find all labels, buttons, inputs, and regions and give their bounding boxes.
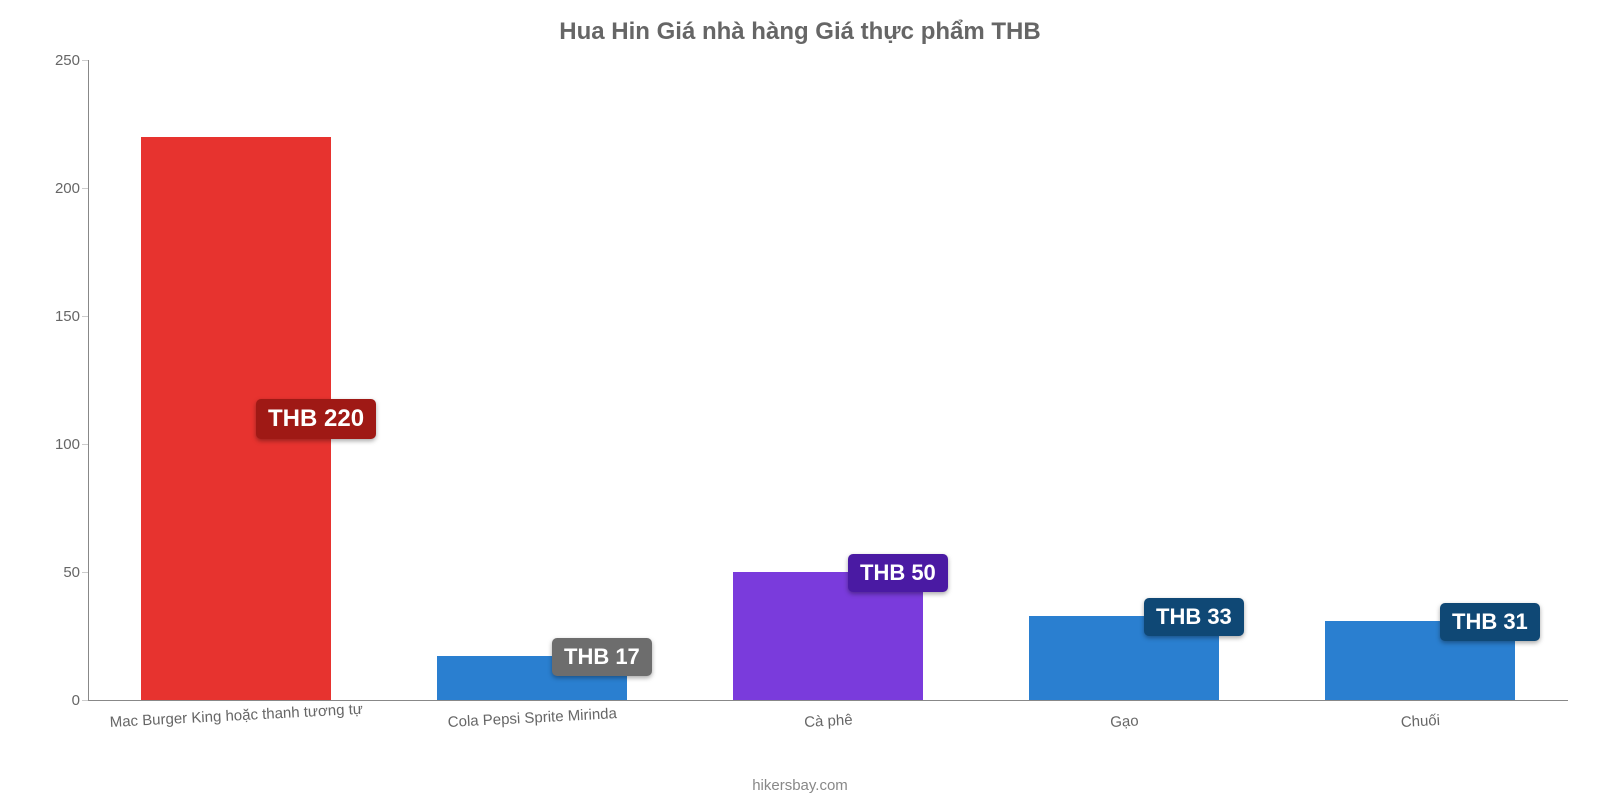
- attribution-text: hikersbay.com: [752, 777, 848, 794]
- x-axis-label: Cà phê: [804, 711, 853, 731]
- y-tick-label: 50: [38, 564, 80, 581]
- chart-title: Hua Hin Giá nhà hàng Giá thực phẩm THB: [20, 0, 1580, 46]
- value-badge: THB 220: [256, 399, 376, 439]
- x-axis-line: [88, 700, 1568, 701]
- value-badge: THB 50: [848, 554, 948, 592]
- y-tick-label: 250: [38, 52, 80, 69]
- x-axis-label: Chuối: [1400, 712, 1440, 731]
- value-badge: THB 31: [1440, 603, 1540, 641]
- y-tick-label: 100: [38, 436, 80, 453]
- x-axis-label: Cola Pepsi Sprite Mirinda: [447, 705, 617, 731]
- plot-area: 050100150200250 THB 220THB 17THB 50THB 3…: [88, 60, 1568, 700]
- y-tick-label: 200: [38, 180, 80, 197]
- y-tick-label: 0: [38, 692, 80, 709]
- bars-layer: THB 220 THB 17 THB 50 THB 33 THB 31: [88, 60, 1568, 700]
- value-badge: THB 33: [1144, 598, 1244, 636]
- x-axis-label: Mac Burger King hoặc thanh tương tự: [109, 701, 363, 731]
- value-badge: THB 17: [552, 638, 652, 676]
- y-tick-label: 150: [38, 308, 80, 325]
- chart-container: Hua Hin Giá nhà hàng Giá thực phẩm THB 0…: [0, 0, 1600, 800]
- y-tick-mark: [82, 700, 88, 701]
- x-axis-label: Gạo: [1110, 713, 1139, 731]
